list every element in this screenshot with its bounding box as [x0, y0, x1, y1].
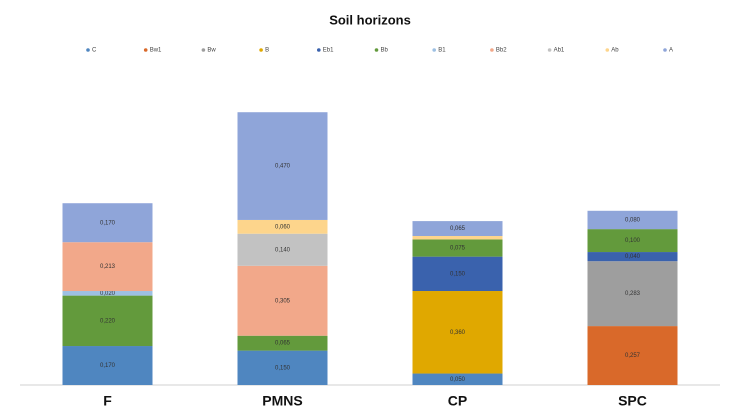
data-label: 0,257 [625, 353, 641, 359]
bar-segment [587, 326, 678, 385]
bar-segment [587, 229, 678, 253]
bar-segment [62, 203, 153, 243]
legend-marker [259, 48, 263, 52]
legend-label: Bw [207, 48, 216, 54]
bar-segment [237, 335, 328, 351]
legend-label: Ab [611, 48, 619, 54]
data-label: 0,170 [100, 220, 116, 226]
legend-marker [374, 48, 379, 52]
bar-segment [412, 221, 503, 236]
x-tick-label: F [103, 393, 112, 409]
bar-segment [587, 252, 678, 262]
bar-segment [412, 291, 503, 374]
bar-segment [237, 265, 328, 336]
data-label: 0,360 [450, 330, 466, 336]
legend-label: Bb2 [496, 48, 507, 54]
data-label: 0,060 [275, 224, 291, 230]
data-label: 0,080 [625, 218, 641, 224]
legend-marker [663, 48, 667, 52]
legend-marker [317, 48, 321, 52]
bar-segment [237, 350, 328, 385]
bar-segment [412, 256, 503, 292]
x-tick-label: SPC [618, 393, 647, 409]
legend-marker [143, 48, 148, 52]
data-label: 0,213 [100, 264, 116, 270]
bar-segment [237, 233, 328, 266]
bar-segment [62, 346, 153, 385]
legend-label: A [669, 48, 673, 54]
bar-segment [62, 295, 153, 347]
data-label: 0,220 [100, 318, 116, 324]
data-label: 0,040 [625, 254, 641, 260]
chart-title: Soil horizons [329, 12, 411, 27]
x-tick-label: CP [448, 393, 467, 409]
legend-marker [86, 48, 90, 52]
bar-segment [587, 210, 678, 230]
legend-label: Eb1 [323, 48, 334, 54]
legend-label: C [92, 48, 97, 54]
data-label: 0,100 [625, 238, 641, 244]
legend-label: B1 [438, 48, 446, 54]
legend-marker [547, 48, 552, 52]
data-label: 0,075 [450, 246, 466, 252]
bar-segment [587, 261, 678, 327]
bar-segment [412, 236, 503, 240]
data-label: 0,150 [450, 271, 466, 277]
legend-marker [605, 48, 610, 52]
legend-marker [432, 48, 437, 52]
bar-segment [62, 242, 153, 292]
x-tick-label: PMNS [262, 393, 302, 409]
data-label: 0,305 [275, 298, 291, 304]
data-label: 0,470 [275, 164, 291, 170]
legend-marker [201, 48, 206, 52]
bar-segment [412, 239, 503, 257]
legend-label: Bb [381, 48, 389, 54]
legend-marker [490, 48, 494, 52]
data-label: 0,283 [625, 291, 641, 297]
data-label: 0,170 [100, 363, 116, 369]
bar-segment [237, 112, 328, 220]
data-label: 0,150 [275, 365, 291, 371]
bar-segment [62, 291, 153, 296]
data-label: 0,020 [100, 291, 116, 297]
data-label: 0,140 [275, 247, 291, 253]
legend-label: B [265, 48, 269, 54]
bar-segment [237, 219, 328, 234]
legend-label: Bw1 [150, 48, 162, 54]
data-label: 0,065 [450, 226, 466, 232]
bar-segment [412, 373, 503, 385]
legend-label: Ab1 [554, 48, 565, 54]
data-label: 0,050 [450, 377, 466, 383]
data-label: 0,065 [275, 341, 291, 347]
